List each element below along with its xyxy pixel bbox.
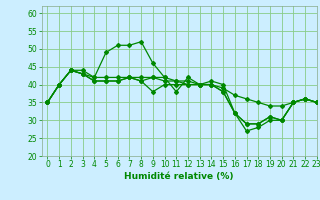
X-axis label: Humidité relative (%): Humidité relative (%) bbox=[124, 172, 234, 181]
